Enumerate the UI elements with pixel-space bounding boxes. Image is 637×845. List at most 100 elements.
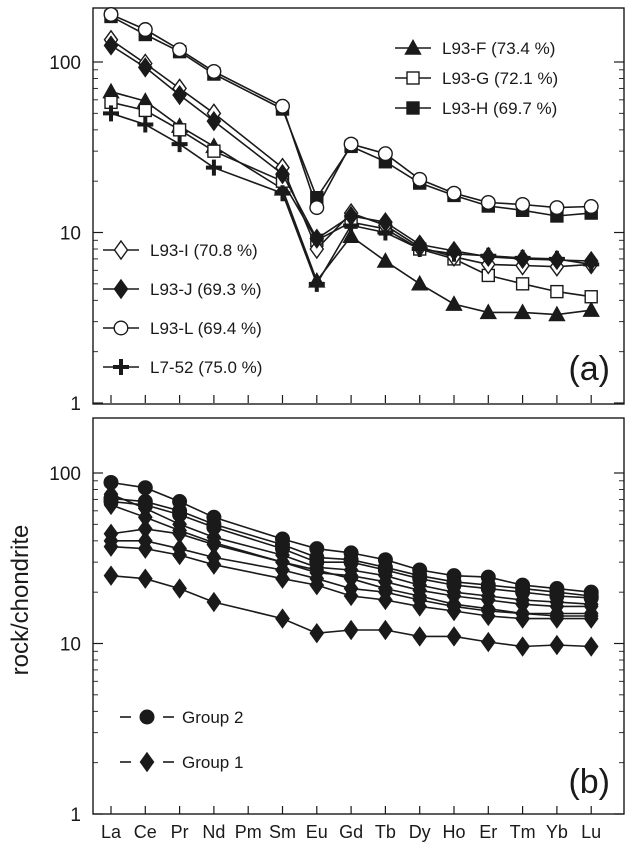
x-tick-label: Nd bbox=[202, 822, 225, 842]
data-point bbox=[309, 228, 325, 249]
data-point bbox=[103, 6, 119, 22]
data-point bbox=[412, 626, 428, 647]
legend-marker bbox=[139, 709, 155, 725]
legend-label: Group 2 bbox=[182, 708, 243, 727]
data-point bbox=[377, 224, 394, 241]
data-point bbox=[172, 544, 187, 566]
x-tick-label: Tb bbox=[375, 822, 396, 842]
x-tick-label: Gd bbox=[339, 822, 363, 842]
panel-b-series bbox=[103, 474, 599, 657]
x-tick-label: Er bbox=[479, 822, 497, 842]
data-point bbox=[514, 249, 531, 266]
data-point bbox=[206, 63, 222, 79]
data-point bbox=[343, 619, 359, 641]
data-point bbox=[513, 303, 532, 320]
data-point bbox=[412, 171, 428, 187]
y-tick-label: 10 bbox=[60, 635, 81, 656]
data-point bbox=[446, 626, 462, 647]
legend-marker bbox=[113, 278, 129, 300]
data-point bbox=[172, 42, 188, 58]
data-point bbox=[137, 538, 153, 559]
y-tick-label: 1 bbox=[70, 805, 81, 826]
legend-label: L93-F (73.4 %) bbox=[442, 39, 555, 58]
data-point bbox=[376, 252, 395, 268]
data-point bbox=[206, 554, 222, 575]
legend-label: L93-G (72.1 %) bbox=[442, 69, 558, 88]
panel-a-ticks: 1 10 100 bbox=[49, 53, 624, 415]
data-point bbox=[308, 275, 325, 292]
legend-item: L93-I (70.8 %) bbox=[103, 239, 258, 261]
x-tick-label: Pr bbox=[171, 822, 189, 842]
legend-marker bbox=[113, 239, 129, 261]
data-point bbox=[274, 185, 291, 202]
legend-marker bbox=[113, 359, 129, 375]
data-point bbox=[275, 163, 290, 185]
legend-label: L7-52 (75.0 %) bbox=[150, 358, 262, 377]
data-point bbox=[206, 591, 222, 613]
y-tick-label: 10 bbox=[60, 224, 81, 245]
x-tick-label: Yb bbox=[546, 822, 568, 842]
data-point bbox=[207, 144, 221, 158]
data-point bbox=[550, 284, 564, 299]
legend-item: L7-52 (75.0 %) bbox=[103, 358, 262, 377]
x-tick-label: Tm bbox=[510, 822, 536, 842]
data-point bbox=[103, 565, 119, 586]
y-tick-label: 100 bbox=[49, 53, 81, 74]
legend-label: Group 1 bbox=[182, 753, 243, 772]
legend-item: L93-H (69.7 %) bbox=[395, 99, 557, 118]
data-point bbox=[446, 185, 462, 201]
data-point bbox=[377, 146, 393, 162]
legend-item: L93-F (73.4 %) bbox=[395, 39, 555, 58]
x-tick-label: Ho bbox=[442, 822, 465, 842]
data-point bbox=[445, 295, 463, 311]
data-point bbox=[515, 636, 530, 657]
data-point bbox=[583, 199, 599, 215]
data-point bbox=[515, 608, 530, 629]
data-point bbox=[309, 238, 325, 260]
data-point bbox=[138, 103, 153, 118]
legend-label: L93-I (70.8 %) bbox=[150, 241, 258, 260]
data-point bbox=[103, 35, 119, 56]
data-point bbox=[584, 290, 598, 304]
legend-marker bbox=[406, 101, 420, 115]
data-point bbox=[137, 22, 153, 38]
data-point bbox=[480, 631, 496, 653]
panel-a-legend: L93-F (73.4 %) L93-G (72.1 %) L93-H (69.7 … bbox=[103, 39, 558, 377]
data-point bbox=[172, 578, 187, 599]
data-point bbox=[411, 274, 429, 291]
legend-marker bbox=[404, 39, 422, 55]
panel-a: 1 10 100 L93-F (73.4 %) L93-G (72.1 %) L93-H… bbox=[49, 6, 625, 415]
panel-a-frame bbox=[92, 7, 625, 405]
panel-a-series-6 bbox=[103, 105, 600, 292]
data-point bbox=[172, 123, 187, 137]
data-point bbox=[102, 82, 120, 99]
data-point bbox=[515, 277, 530, 291]
data-point bbox=[446, 245, 462, 262]
data-point bbox=[275, 98, 291, 114]
data-point bbox=[137, 116, 154, 133]
legend-item: Group 2 bbox=[120, 708, 243, 727]
data-point bbox=[137, 57, 153, 78]
data-point bbox=[206, 110, 222, 132]
data-point bbox=[480, 247, 497, 264]
legend-item: Group 1 bbox=[120, 751, 243, 773]
y-tick-label: 1 bbox=[70, 394, 81, 415]
panel-b-legend: Group 2 Group 1 bbox=[120, 708, 243, 773]
data-point bbox=[582, 301, 600, 317]
data-point bbox=[411, 241, 428, 258]
panel-b-series-8 bbox=[103, 565, 599, 657]
data-point bbox=[412, 596, 428, 617]
data-point bbox=[583, 636, 599, 657]
x-tick-label: Eu bbox=[306, 822, 328, 842]
legend-marker bbox=[113, 320, 129, 336]
data-point bbox=[309, 622, 325, 644]
data-point bbox=[343, 136, 359, 152]
data-point bbox=[205, 159, 222, 176]
data-point bbox=[549, 608, 565, 629]
legend-item: L93-J (69.3 %) bbox=[103, 278, 262, 300]
data-point bbox=[343, 217, 360, 234]
panel-b-label: (b) bbox=[568, 763, 610, 801]
x-tick-label: Lu bbox=[581, 822, 601, 842]
x-tick-label: Ce bbox=[134, 822, 157, 842]
